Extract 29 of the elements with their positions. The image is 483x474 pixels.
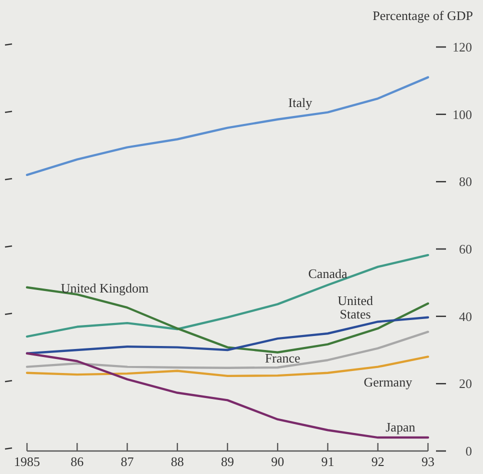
x-tick-label: 89 xyxy=(221,454,234,469)
y-axis-title: Percentage of GDP xyxy=(372,8,473,23)
y-tick-label: 100 xyxy=(452,106,472,122)
x-tick-label: 90 xyxy=(271,454,284,469)
y-tick-label: 40 xyxy=(459,308,472,324)
line-series xyxy=(26,76,430,176)
x-tick-label: 88 xyxy=(170,454,184,469)
x-tick-label: 92 xyxy=(371,454,384,469)
series-label: United States xyxy=(338,292,374,322)
series-label: Germany xyxy=(364,374,413,390)
line-series xyxy=(26,356,430,378)
x-tick-label: 93 xyxy=(422,454,434,469)
x-tick-label: 1985 xyxy=(14,454,40,469)
line-series xyxy=(26,254,430,338)
x-tick-label: 91 xyxy=(321,454,334,469)
y-tick-label: 60 xyxy=(459,242,472,257)
line-series xyxy=(26,352,430,439)
x-tick-label: 86 xyxy=(70,454,84,469)
x-tick-label: 87 xyxy=(120,454,134,469)
series-label: France xyxy=(264,350,301,366)
y-tick-label: 80 xyxy=(459,174,472,190)
series-label: Italy xyxy=(288,94,313,110)
y-tick-label: 0 xyxy=(466,444,472,459)
y-tick-label: 20 xyxy=(459,376,472,392)
y-tick-label: 120 xyxy=(452,40,472,55)
series-label: United Kingdom xyxy=(60,280,149,296)
series-label: Japan xyxy=(386,419,416,434)
line-series xyxy=(26,330,430,369)
series-label: Canada xyxy=(308,266,348,281)
